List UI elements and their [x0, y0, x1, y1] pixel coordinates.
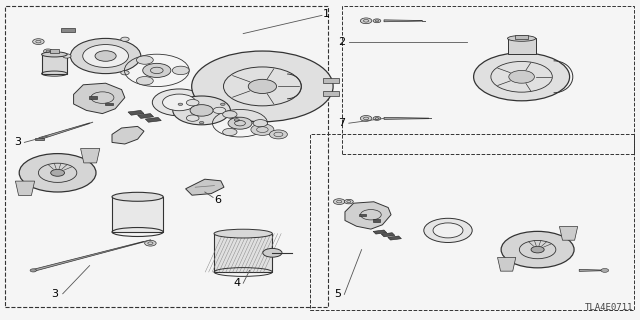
Polygon shape	[74, 83, 125, 114]
Circle shape	[172, 66, 189, 75]
Polygon shape	[81, 148, 100, 163]
Text: 3: 3	[51, 289, 58, 299]
Bar	[89, 96, 97, 99]
Polygon shape	[38, 123, 90, 140]
Polygon shape	[138, 114, 154, 118]
Bar	[214, 234, 273, 272]
Circle shape	[531, 246, 544, 253]
Polygon shape	[128, 110, 144, 115]
Circle shape	[121, 71, 129, 75]
Circle shape	[136, 76, 154, 85]
Bar	[5, 6, 328, 307]
Circle shape	[191, 51, 333, 122]
Circle shape	[33, 39, 44, 44]
Bar	[61, 28, 75, 32]
Polygon shape	[384, 117, 429, 119]
Text: 7: 7	[338, 118, 345, 128]
Bar	[42, 54, 67, 74]
Polygon shape	[33, 241, 144, 271]
Ellipse shape	[508, 36, 536, 41]
Circle shape	[509, 70, 534, 83]
Circle shape	[44, 49, 52, 53]
Bar	[508, 38, 536, 54]
Circle shape	[501, 231, 574, 268]
Polygon shape	[384, 20, 422, 22]
Circle shape	[173, 96, 230, 125]
Text: 5: 5	[334, 289, 341, 300]
Polygon shape	[145, 117, 161, 122]
Circle shape	[474, 53, 570, 101]
Ellipse shape	[112, 192, 163, 201]
Circle shape	[433, 223, 463, 238]
Circle shape	[223, 128, 237, 136]
Circle shape	[163, 94, 196, 111]
Circle shape	[70, 38, 141, 74]
Circle shape	[30, 269, 36, 272]
Text: 3: 3	[14, 137, 21, 148]
Circle shape	[213, 107, 226, 114]
Circle shape	[234, 119, 239, 121]
Circle shape	[424, 218, 472, 243]
Circle shape	[51, 169, 65, 176]
Circle shape	[152, 89, 206, 116]
Bar	[310, 134, 634, 310]
Polygon shape	[497, 258, 516, 271]
Circle shape	[121, 37, 129, 41]
Polygon shape	[112, 126, 144, 144]
Bar	[373, 219, 380, 222]
Polygon shape	[388, 236, 401, 240]
Bar	[323, 78, 339, 84]
Circle shape	[136, 56, 154, 64]
Text: TLA4E0711: TLA4E0711	[585, 303, 634, 312]
Polygon shape	[381, 233, 395, 237]
Circle shape	[373, 19, 381, 23]
Polygon shape	[15, 181, 35, 196]
Circle shape	[228, 117, 252, 129]
Circle shape	[186, 100, 199, 106]
Ellipse shape	[263, 248, 282, 257]
Circle shape	[178, 103, 182, 105]
Bar	[50, 49, 59, 53]
Circle shape	[248, 79, 276, 93]
Polygon shape	[345, 202, 391, 229]
Circle shape	[199, 122, 204, 124]
Circle shape	[143, 63, 171, 77]
Bar	[515, 35, 528, 39]
Circle shape	[186, 115, 199, 121]
Circle shape	[221, 103, 225, 105]
Polygon shape	[579, 269, 605, 271]
Circle shape	[190, 105, 213, 116]
Text: 6: 6	[214, 195, 221, 205]
Ellipse shape	[42, 52, 67, 57]
Bar	[112, 197, 163, 232]
Ellipse shape	[214, 229, 273, 238]
Circle shape	[333, 199, 345, 204]
Text: 1: 1	[323, 9, 330, 20]
Circle shape	[63, 54, 71, 58]
Circle shape	[145, 240, 156, 246]
Bar	[342, 6, 634, 154]
Bar	[35, 138, 44, 140]
Circle shape	[83, 44, 129, 68]
Circle shape	[269, 130, 287, 139]
Circle shape	[601, 268, 609, 272]
Polygon shape	[373, 230, 387, 234]
Bar	[359, 213, 365, 216]
Text: 4: 4	[234, 278, 241, 288]
Circle shape	[360, 18, 372, 24]
Circle shape	[251, 124, 274, 135]
Circle shape	[360, 116, 372, 121]
Circle shape	[344, 199, 353, 204]
Circle shape	[19, 154, 96, 192]
Circle shape	[223, 111, 237, 118]
Polygon shape	[559, 227, 578, 240]
Circle shape	[373, 116, 381, 120]
Bar	[105, 103, 113, 105]
Bar	[323, 91, 339, 96]
Circle shape	[95, 51, 116, 61]
Text: 2: 2	[338, 36, 345, 47]
Circle shape	[225, 114, 230, 116]
Circle shape	[253, 120, 268, 127]
Polygon shape	[186, 179, 224, 195]
